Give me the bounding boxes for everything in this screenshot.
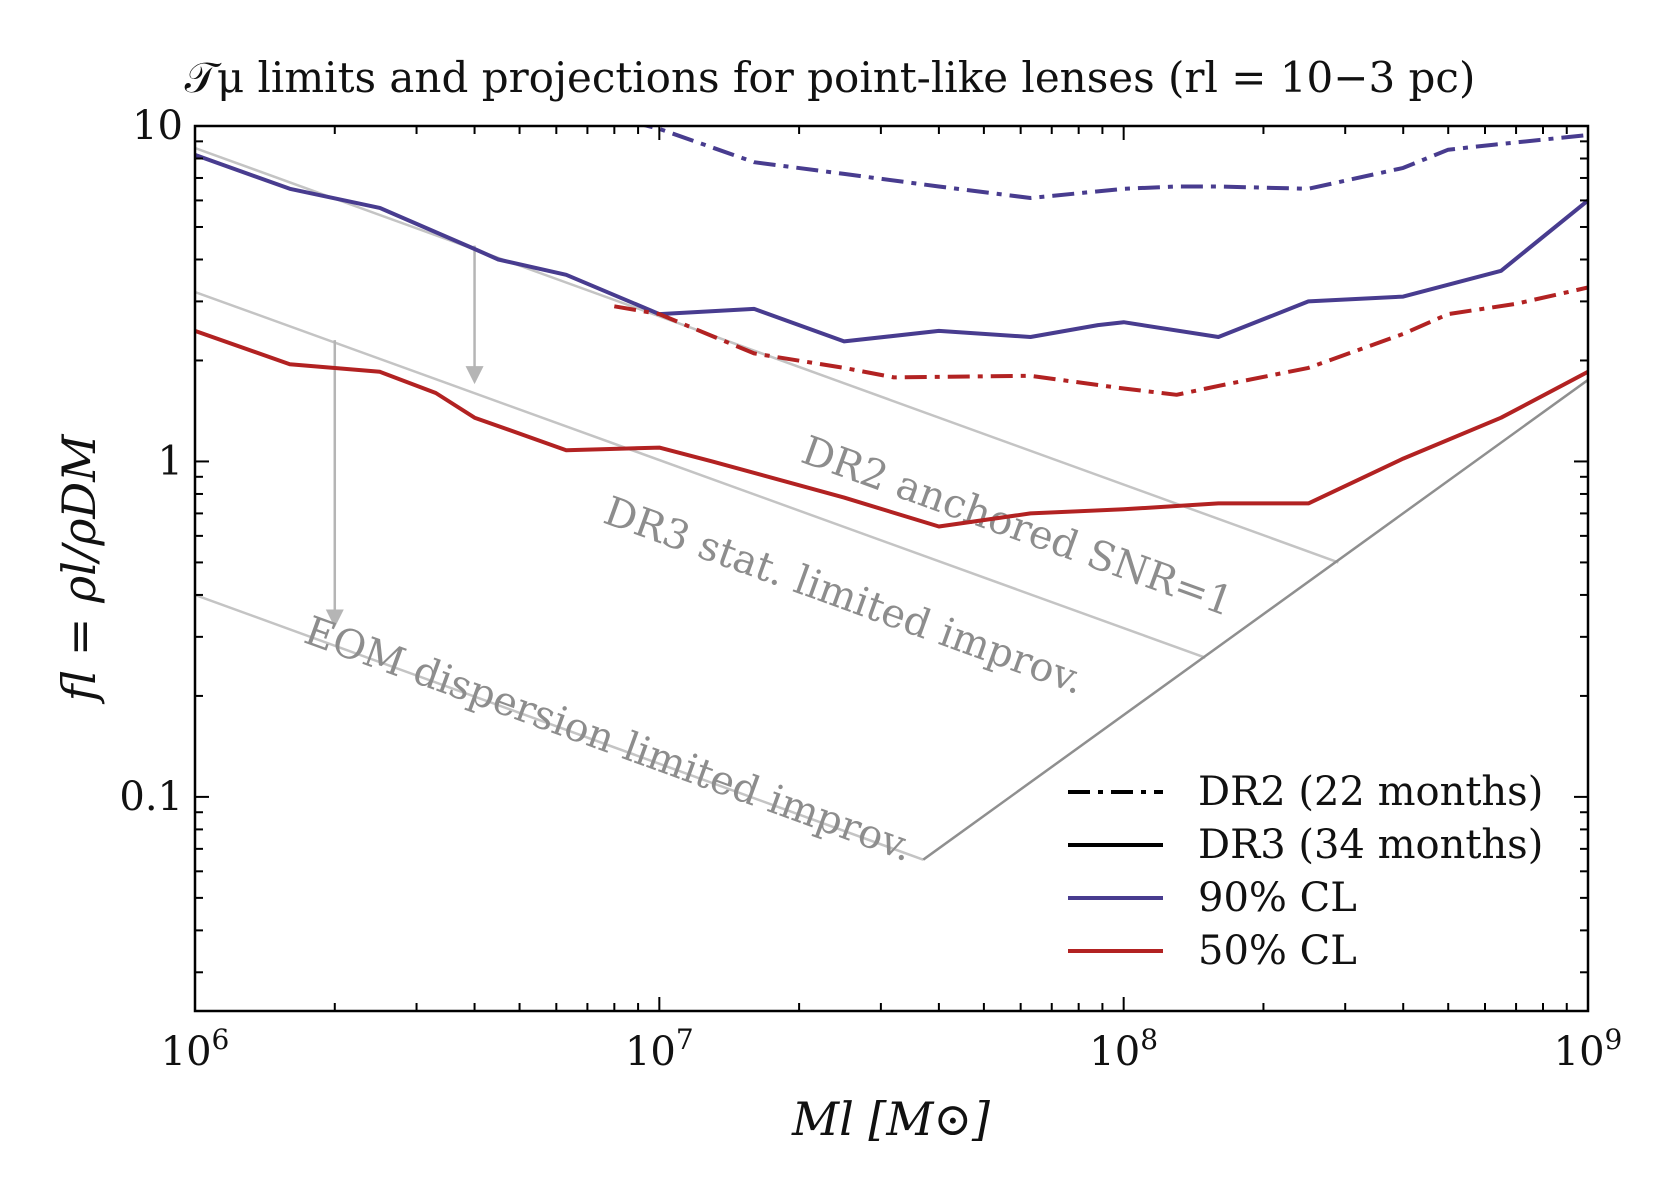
y-tick-label: 1: [158, 438, 183, 484]
legend-label-dr2-22-months: DR2 (22 months): [1198, 769, 1543, 815]
x-tick-label: 107: [625, 1023, 694, 1075]
arrow-head-0: [465, 366, 484, 385]
tick-labels: 106 107 108 109 10 1 0.1: [119, 103, 1622, 1075]
x-tick-label: 108: [1089, 1023, 1158, 1075]
axis-ticks: [194, 125, 1589, 1011]
projection-line-dr3-stat-limited-improv: [195, 290, 1206, 659]
chart-title: 𝒯μ limits and projections for point-like…: [185, 53, 1476, 102]
legend-label-50-cl: 50% CL: [1198, 928, 1357, 974]
projection-line-eom-dispersion-limited-improv: [195, 593, 924, 861]
projection-floor-line: [922, 378, 1588, 861]
series-line-dr3-90-cl: [195, 153, 1588, 344]
legend-label-90-cl: 90% CL: [1198, 875, 1357, 921]
y-axis-label: fl = ρl/ρDM: [52, 433, 106, 705]
plot-frame: [193, 124, 1590, 1013]
x-tick-label: 106: [161, 1023, 230, 1075]
arrow-head-1: [325, 609, 344, 628]
y-tick-label: 10: [132, 103, 183, 149]
limit-series: [195, 126, 1588, 529]
series-line-dr3-50-cl: [195, 329, 1588, 529]
series-line-dr2-50-cl: [613, 285, 1588, 397]
legend-label-dr3-34-months: DR3 (34 months): [1198, 822, 1543, 868]
y-tick-label: 0.1: [119, 774, 183, 820]
annotation-eom-dispersion-limited-improv: EOM dispersion limited improv.: [299, 608, 919, 871]
legend: DR2 (22 months) DR3 (34 months) 90% CL 50% …: [1068, 769, 1543, 974]
x-axis-label: Ml [M⊙]: [791, 1092, 990, 1146]
x-tick-label: 109: [1554, 1023, 1623, 1075]
improvement-arrows: [325, 245, 484, 628]
series-line-dr2-90-cl: [639, 126, 1588, 200]
